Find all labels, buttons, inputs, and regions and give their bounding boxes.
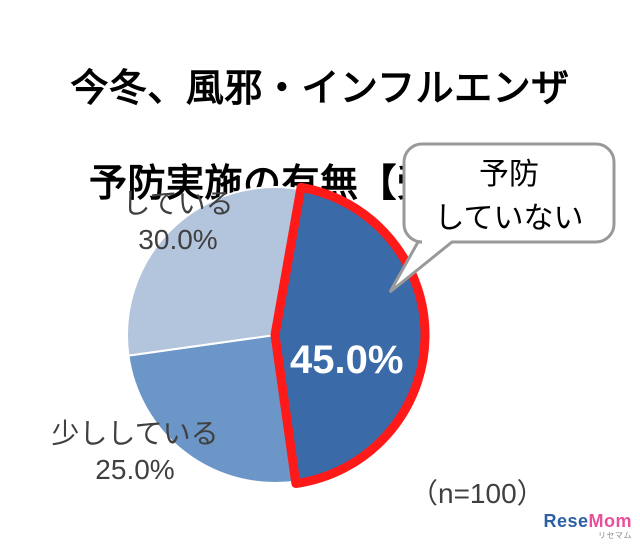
logo-sub: リセマム — [543, 530, 632, 541]
logo-mom: Mom — [589, 511, 633, 531]
sample-size: （n=100） — [410, 472, 545, 512]
logo: ReseMom リセマム — [543, 511, 632, 541]
callout-bubble — [0, 0, 640, 547]
logo-rese: Rese — [543, 511, 588, 531]
callout-text: 予防 していない — [410, 148, 608, 238]
